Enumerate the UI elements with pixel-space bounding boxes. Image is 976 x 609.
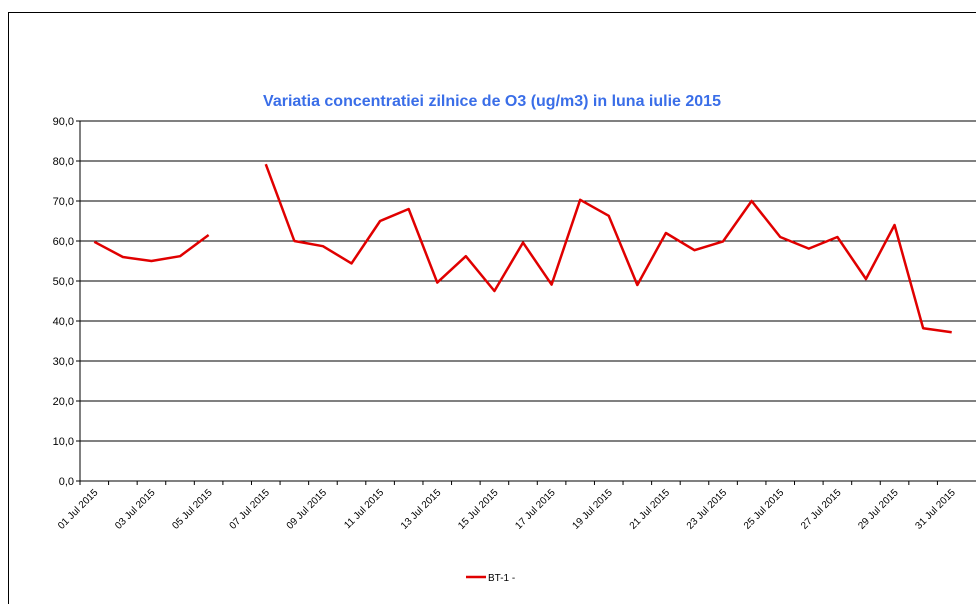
x-tick-label: 19 Jul 2015 xyxy=(571,487,616,532)
x-tick-label: 09 Jul 2015 xyxy=(285,487,330,532)
x-tick-label: 11 Jul 2015 xyxy=(342,487,386,531)
chart-title: Variatia concentratiei zilnice de O3 (ug… xyxy=(263,93,721,110)
y-tick-label: 80,0 xyxy=(53,156,74,168)
x-tick-label: 29 Jul 2015 xyxy=(856,487,901,532)
x-tick-label: 13 Jul 2015 xyxy=(399,487,444,532)
x-tick-label: 17 Jul 2015 xyxy=(513,487,558,532)
x-tick-label: 31 Jul 2015 xyxy=(913,487,958,532)
y-tick-label: 20,0 xyxy=(53,396,74,408)
legend-label: BT-1 - xyxy=(488,573,515,584)
y-tick-label: 0,0 xyxy=(59,476,74,488)
y-tick-label: 30,0 xyxy=(53,356,74,368)
x-tick-label: 03 Jul 2015 xyxy=(113,487,158,532)
y-tick-label: 10,0 xyxy=(53,436,74,448)
x-tick-label: 27 Jul 2015 xyxy=(799,487,844,532)
y-tick-label: 60,0 xyxy=(53,236,74,248)
y-tick-label: 70,0 xyxy=(53,196,74,208)
x-tick-label: 07 Jul 2015 xyxy=(228,487,273,532)
x-tick-label: 15 Jul 2015 xyxy=(456,487,501,532)
x-tick-label: 05 Jul 2015 xyxy=(170,487,215,532)
x-tick-label: 21 Jul 2015 xyxy=(628,487,673,532)
data-line xyxy=(94,164,951,332)
x-tick-label: 01 Jul 2015 xyxy=(56,487,101,532)
y-tick-label: 50,0 xyxy=(53,276,74,288)
x-tick-label: 23 Jul 2015 xyxy=(685,487,730,532)
x-tick-label: 25 Jul 2015 xyxy=(742,487,787,532)
y-tick-label: 40,0 xyxy=(53,316,74,328)
y-tick-label: 90,0 xyxy=(53,116,74,128)
